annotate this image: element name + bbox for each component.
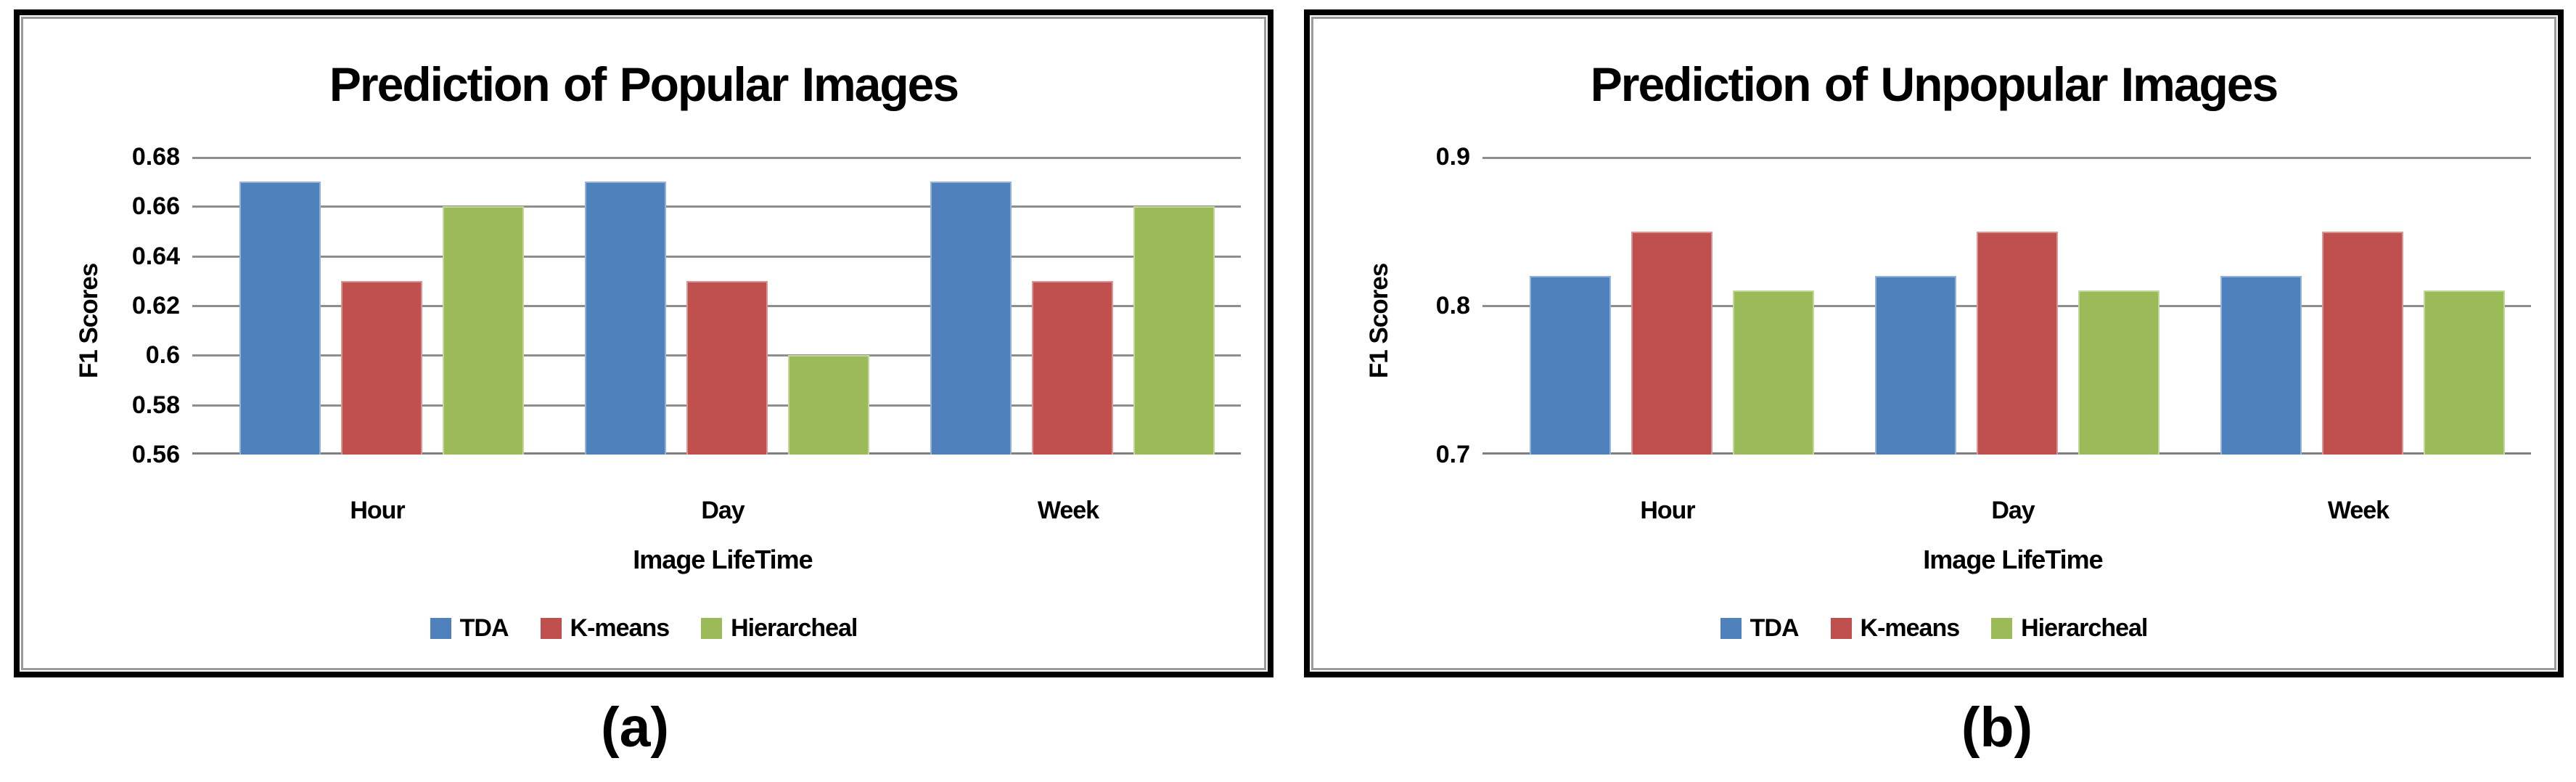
axis-tick [1482,452,1495,455]
legend-label: K-means [1860,614,1961,642]
x-category-label: Hour [350,497,405,524]
legend-swatch [430,618,451,639]
bar-hierarcheal-week [2424,290,2505,455]
legend-label: K-means [570,614,670,642]
chart-border-b: Prediction of Unpopular Images F1 Scores… [1311,17,2556,670]
y-tick-label: 0.9 [1435,143,1470,171]
x-category-label: Day [1991,497,2035,524]
bar-hierarcheal-day [788,355,869,455]
axis-tick [192,205,205,208]
legend-label: TDA [1750,614,1800,642]
bar-tda-week [930,182,1012,455]
axis-tick [192,354,205,357]
bar-tda-day [585,182,666,455]
bar-hierarcheal-hour [1733,290,1814,455]
legend-swatch [1991,618,2013,639]
plot-area [1482,157,2531,455]
legend-swatch [1830,618,1852,639]
bar-chart-popular: Prediction of Popular Images F1 Scores 0… [23,19,1264,668]
axis-tick [192,256,205,258]
legend-item-tda: TDA [430,614,509,643]
bar-hierarcheal-day [2078,290,2159,455]
axis-tick [192,157,205,159]
bar-k-means-week [1032,281,1113,455]
y-tick-label: 0.58 [131,391,180,419]
caption-b: (b) [1961,696,2033,759]
y-tick-label: 0.6 [145,341,180,369]
bar-k-means-week [2322,232,2403,455]
bar-chart-unpopular: Prediction of Unpopular Images F1 Scores… [1313,19,2554,668]
axis-tick [192,305,205,307]
chart-panel-a: Prediction of Popular Images F1 Scores 0… [14,9,1273,677]
axis-tick [192,404,205,407]
y-tick-label: 0.56 [131,441,180,468]
x-axis-category-labels: Hour Day Week [205,497,1241,527]
legend-item-hierarcheal: Hierarcheal [1991,614,2148,643]
legend-item-hierarcheal: Hierarcheal [701,614,858,643]
bar-tda-hour [1530,276,1611,455]
legend-item-k-means: K-means [1830,614,1961,643]
chart-title: Prediction of Popular Images [329,57,959,111]
x-axis-title: Image LifeTime [633,545,813,574]
y-axis-tick-labels: 0.9 0.8 0.7 [1313,143,1470,468]
gridline [205,256,1241,258]
gridline [205,205,1241,208]
axis-tick [192,452,205,455]
x-axis-category-labels: Hour Day Week [1495,497,2531,527]
y-tick-label: 0.7 [1435,441,1470,468]
x-category-label: Week [2327,497,2390,524]
bar-k-means-hour [1631,232,1712,455]
gridline [1495,157,2531,159]
legend-swatch [540,618,562,639]
plot-area [192,157,1241,455]
legend: TDA K-means Hierarcheal [23,614,1264,643]
bar-k-means-day [1977,232,2058,455]
y-tick-label: 0.66 [131,192,180,220]
axis-tick [1482,305,1495,307]
caption-a: (a) [600,696,670,759]
legend: TDA K-means Hierarcheal [1313,614,2554,643]
bar-k-means-day [686,281,768,455]
legend-swatch [701,618,723,639]
y-axis-tick-labels: 0.68 0.66 0.64 0.62 0.6 0.58 0.56 [23,143,180,468]
bar-hierarcheal-week [1133,206,1215,455]
bar-tda-week [2220,276,2302,455]
bar-hierarcheal-hour [443,206,524,455]
legend-item-k-means: K-means [540,614,670,643]
chart-border-a: Prediction of Popular Images F1 Scores 0… [21,17,1266,670]
axis-tick [1482,157,1495,159]
bar-tda-hour [239,182,321,455]
chart-title: Prediction of Unpopular Images [1590,57,2278,111]
bar-tda-day [1875,276,1956,455]
x-category-label: Day [701,497,745,524]
y-tick-label: 0.68 [131,143,180,171]
x-category-label: Hour [1640,497,1695,524]
legend-swatch [1720,618,1742,639]
legend-label: Hierarcheal [731,614,858,642]
y-tick-label: 0.62 [131,292,180,319]
legend-label: Hierarcheal [2021,614,2148,642]
bar-k-means-hour [341,281,422,455]
x-axis-title: Image LifeTime [1923,545,2103,574]
legend-label: TDA [459,614,509,642]
legend-item-tda: TDA [1720,614,1800,643]
y-tick-label: 0.64 [131,243,180,270]
gridline [205,157,1241,159]
x-category-label: Week [1037,497,1099,524]
chart-panel-b: Prediction of Unpopular Images F1 Scores… [1304,9,2564,677]
y-tick-label: 0.8 [1435,292,1470,319]
